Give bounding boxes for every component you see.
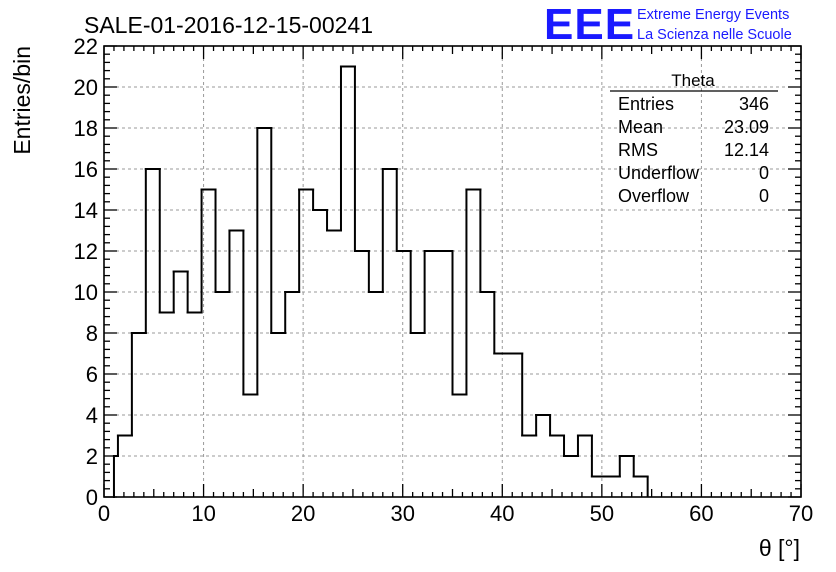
x-tick-label: 50 bbox=[590, 501, 614, 526]
eee-tagline-2: La Scienza nelle Scuole bbox=[637, 27, 792, 43]
stats-row-value: 23.09 bbox=[724, 117, 769, 137]
y-tick-label: 4 bbox=[86, 403, 98, 428]
y-tick-label: 14 bbox=[74, 198, 98, 223]
y-tick-label: 0 bbox=[86, 485, 98, 510]
x-tick-label: 40 bbox=[490, 501, 514, 526]
stats-row-label: Underflow bbox=[618, 163, 700, 183]
y-tick-label: 2 bbox=[86, 444, 98, 469]
tick-labels: 0 10 20 30 40 50 60 70 0 2 4 6 8 10 12 14 16 18 20 22 bbox=[74, 34, 814, 526]
x-tick-label: 10 bbox=[191, 501, 215, 526]
y-axis-label: Entries/bin bbox=[9, 46, 35, 155]
y-tick-label: 18 bbox=[74, 116, 98, 141]
stats-box-rows: Entries 346 Mean 23.09 RMS 12.14 Underflow 0 Ove… bbox=[618, 94, 769, 206]
histogram-series bbox=[112, 65, 649, 498]
y-tick-label: 6 bbox=[86, 362, 98, 387]
eee-logo-text: EEE bbox=[544, 0, 635, 49]
axis-ticks bbox=[103, 45, 802, 498]
x-tick-label: 60 bbox=[689, 501, 713, 526]
chart-title: SALE-01-2016-12-15-00241 bbox=[84, 12, 373, 38]
x-tick-label: 20 bbox=[291, 501, 315, 526]
stats-box: Theta Entries 346 Mean 23.09 RMS 12.14 Underfl… bbox=[610, 71, 778, 206]
y-tick-label: 8 bbox=[86, 321, 98, 346]
x-tick-label: 30 bbox=[390, 501, 414, 526]
stats-row-value: 0 bbox=[759, 163, 769, 183]
eee-logo: EEE Extreme Energy Events La Scienza nel… bbox=[544, 0, 792, 49]
y-tick-label: 12 bbox=[74, 239, 98, 264]
plot-frame bbox=[103, 45, 802, 498]
stats-row-value: 0 bbox=[759, 186, 769, 206]
y-tick-label: 16 bbox=[74, 157, 98, 182]
y-tick-label: 22 bbox=[74, 34, 98, 59]
x-axis-label: θ [°] bbox=[759, 535, 800, 561]
stats-row-value: 346 bbox=[739, 94, 769, 114]
y-tick-label: 20 bbox=[74, 75, 98, 100]
eee-tagline-1: Extreme Energy Events bbox=[637, 7, 789, 23]
stats-row-label: Overflow bbox=[618, 186, 690, 206]
stats-row-label: RMS bbox=[618, 140, 658, 160]
x-tick-label: 0 bbox=[98, 501, 110, 526]
stats-row-label: Mean bbox=[618, 117, 663, 137]
stats-row-label: Entries bbox=[618, 94, 674, 114]
y-tick-label: 10 bbox=[74, 280, 98, 305]
stats-box-title: Theta bbox=[671, 71, 715, 90]
x-tick-label: 70 bbox=[789, 501, 813, 526]
stats-row-value: 12.14 bbox=[724, 140, 769, 160]
